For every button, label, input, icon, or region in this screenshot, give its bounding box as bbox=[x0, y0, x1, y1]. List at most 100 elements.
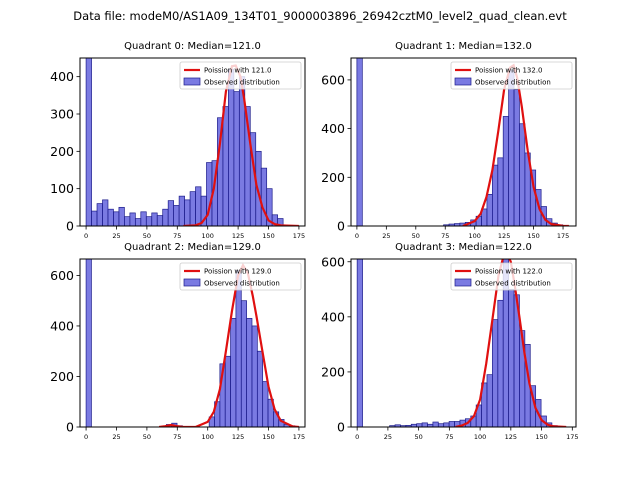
bar-13 bbox=[256, 350, 264, 427]
x-tick-label: 25 bbox=[384, 433, 392, 441]
bar-20 bbox=[492, 319, 499, 427]
bar-7 bbox=[124, 216, 131, 226]
x-tick-label: 0 bbox=[84, 232, 88, 240]
legend: Poission with 121.0 Observed distribution bbox=[179, 61, 302, 90]
x-tick-label: 100 bbox=[201, 232, 213, 240]
x-tick-label: 50 bbox=[412, 232, 420, 240]
bar-12 bbox=[448, 421, 455, 427]
y-tick-label: 400 bbox=[321, 121, 345, 136]
x-tick-label: 150 bbox=[527, 232, 539, 240]
legend-bar-swatch bbox=[183, 77, 201, 86]
x-tick-label: 100 bbox=[468, 232, 480, 240]
legend-label-observed: Observed distribution bbox=[475, 280, 551, 288]
x-tick-label: 125 bbox=[232, 232, 244, 240]
bar-23 bbox=[508, 288, 515, 427]
panel-quadrant-1: 0 25 50 75 100 125 150 175 0 200 400 600 Quadrant 1:… bbox=[321, 41, 577, 240]
axes-frame bbox=[79, 57, 306, 227]
bar-26 bbox=[228, 68, 235, 226]
bar-14 bbox=[513, 89, 520, 226]
panel-quadrant-3: 0 25 50 75 100 125 150 175 0 200 400 600 Quadrant 3:… bbox=[321, 242, 578, 441]
x-tick-label: 100 bbox=[474, 433, 486, 441]
bar-10 bbox=[492, 164, 499, 226]
bar-9 bbox=[134, 218, 142, 226]
y-tick-label: 100 bbox=[50, 181, 74, 196]
bar-33 bbox=[266, 188, 273, 226]
x-tick-label: 50 bbox=[143, 433, 151, 441]
bar-16 bbox=[173, 205, 180, 226]
axes-frame bbox=[350, 258, 577, 428]
bar-7 bbox=[224, 355, 231, 427]
y-tick-label: 400 bbox=[50, 318, 74, 333]
legend-label-observed: Observed distribution bbox=[475, 79, 551, 87]
x-tick-label: 175 bbox=[557, 232, 569, 240]
x-tick-label: 75 bbox=[173, 433, 181, 441]
bar-17 bbox=[178, 195, 185, 226]
bar-21 bbox=[497, 299, 504, 427]
y-tick-label: 600 bbox=[50, 268, 74, 283]
legend-label-observed: Observed distribution bbox=[204, 280, 280, 288]
x-tick-label: 100 bbox=[201, 433, 213, 441]
y-tick-label: 600 bbox=[321, 254, 345, 269]
poisson-curve bbox=[455, 259, 567, 427]
bar-9 bbox=[432, 421, 439, 427]
x-tick-label: 125 bbox=[498, 232, 510, 240]
y-tick-label: 400 bbox=[50, 69, 74, 84]
bar-15 bbox=[519, 123, 526, 226]
x-tick-label: 150 bbox=[262, 433, 274, 441]
bar-27 bbox=[233, 91, 240, 226]
bar-11 bbox=[246, 318, 253, 427]
bar-19 bbox=[486, 374, 493, 427]
panel-title: Quadrant 1: Median=132.0 bbox=[395, 41, 532, 52]
x-tick-label: 175 bbox=[293, 232, 305, 240]
bar-9 bbox=[486, 193, 493, 226]
y-tick-label: 200 bbox=[321, 364, 345, 379]
y-tick-label: 0 bbox=[66, 219, 74, 234]
bar-11 bbox=[497, 157, 504, 226]
x-tick-label: 0 bbox=[355, 232, 359, 240]
bar-10 bbox=[140, 211, 147, 226]
x-tick-label: 75 bbox=[173, 232, 181, 240]
legend-bar-swatch bbox=[454, 278, 472, 287]
y-tick-label: 200 bbox=[321, 170, 345, 185]
axes-frame bbox=[79, 258, 306, 428]
x-tick-label: 75 bbox=[445, 433, 453, 441]
bar-14 bbox=[262, 381, 269, 427]
bar-0 bbox=[85, 259, 92, 427]
bar-20 bbox=[195, 186, 202, 226]
legend: Poission with 132.0 Observed distribution bbox=[450, 61, 573, 90]
bar-19 bbox=[189, 191, 196, 226]
y-tick-label: 200 bbox=[50, 369, 74, 384]
bar-0 bbox=[356, 259, 363, 427]
y-tick-label: 400 bbox=[321, 309, 345, 324]
x-tick-label: 150 bbox=[262, 232, 274, 240]
panel-title: Quadrant 2: Median=129.0 bbox=[124, 242, 261, 253]
bar-1 bbox=[91, 210, 98, 226]
bar-3 bbox=[102, 199, 109, 226]
x-tick-label: 0 bbox=[84, 433, 88, 441]
x-tick-label: 25 bbox=[112, 232, 120, 240]
bar-12 bbox=[151, 212, 158, 226]
panel-quadrant-2: 0 25 50 75 100 125 150 175 0 200 400 600 Quadrant 2:… bbox=[50, 242, 306, 441]
bar-0 bbox=[356, 58, 363, 226]
legend: Poission with 122.0 Observed distribution bbox=[450, 262, 573, 291]
bar-14 bbox=[162, 208, 169, 226]
x-tick-label: 25 bbox=[112, 433, 120, 441]
y-tick-label: 200 bbox=[50, 144, 74, 159]
y-tick-label: 0 bbox=[66, 420, 74, 435]
bar-9 bbox=[235, 270, 242, 427]
bar-13 bbox=[156, 215, 164, 226]
x-tick-label: 125 bbox=[232, 433, 244, 441]
bar-25 bbox=[222, 106, 229, 226]
bar-8 bbox=[129, 212, 136, 226]
x-tick-label: 75 bbox=[441, 232, 449, 240]
bar-13 bbox=[508, 69, 515, 226]
y-tick-label: 300 bbox=[50, 107, 74, 122]
legend-label-observed: Observed distribution bbox=[204, 79, 280, 87]
x-tick-label: 175 bbox=[293, 433, 305, 441]
x-tick-label: 0 bbox=[355, 433, 359, 441]
bar-7 bbox=[421, 422, 428, 427]
legend: Poission with 129.0 Observed distribution bbox=[179, 262, 302, 291]
bar-4 bbox=[107, 208, 114, 226]
axes-frame bbox=[350, 57, 577, 227]
